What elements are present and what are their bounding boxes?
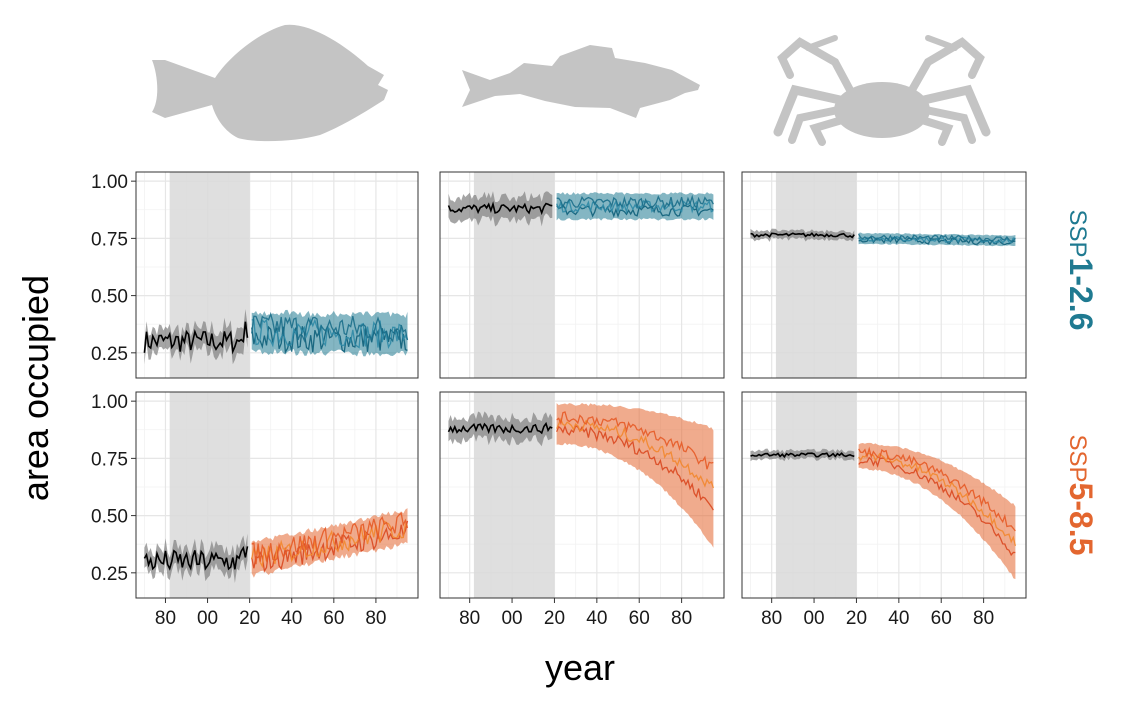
y-tick-label: 1.00 [91, 172, 128, 193]
y-tick-label: 0.50 [91, 287, 128, 308]
y-axis-title: area occupied [15, 275, 56, 501]
crab-icon [773, 35, 991, 146]
x-tick-label: 60 [931, 608, 952, 629]
projection-line-2 [556, 417, 715, 489]
panel-1-3 [741, 171, 1027, 379]
y-tick-label: 0.75 [91, 229, 128, 250]
projection-line-3 [556, 194, 714, 210]
historical-line [143, 321, 249, 355]
reference-period [775, 392, 857, 598]
projection-line-3 [858, 446, 1016, 532]
historical-line [750, 232, 855, 239]
x-tick-label: 80 [459, 608, 480, 629]
y-tick-label: 0.25 [91, 564, 128, 585]
historical-line [143, 545, 249, 571]
projection-line-2 [858, 452, 1017, 547]
x-tick-label: 20 [846, 608, 867, 629]
y-tick-label: 0.75 [91, 449, 128, 470]
row-label-ssp585-prefix: SSP [1064, 435, 1091, 483]
x-tick-label: 00 [501, 608, 522, 629]
panel-2-3 [741, 391, 1027, 599]
x-tick-label: 80 [671, 608, 692, 629]
projection-band [556, 403, 714, 548]
y-tick-label: 0.25 [91, 344, 128, 365]
svg-text:SSP1-2.6: SSP1-2.6 [1063, 210, 1099, 331]
x-tick-label: 80 [761, 608, 782, 629]
row-label-ssp585-value: 5-8.5 [1063, 483, 1099, 556]
projection-line-2 [858, 235, 1016, 244]
panel-border [135, 171, 419, 379]
row-label-ssp126: SSP1-2.6 [1063, 210, 1099, 331]
reference-period [775, 172, 857, 378]
projection-line-3 [556, 411, 714, 470]
cod-icon [462, 45, 700, 118]
projection-line-3 [858, 233, 1016, 243]
x-tick-label: 60 [629, 608, 650, 629]
projection-line-2 [251, 520, 408, 569]
panel-border [741, 171, 1027, 379]
panel-border [135, 391, 419, 599]
projection-line-3 [251, 512, 409, 565]
x-tick-label: 20 [239, 608, 260, 629]
historical-band [750, 228, 855, 242]
historical-line [750, 452, 855, 459]
panel-border [439, 391, 725, 599]
y-tick-label: 1.00 [91, 392, 128, 413]
panel-2-1 [135, 391, 419, 599]
panel-border [741, 391, 1027, 599]
row-label-ssp126-prefix: SSP [1064, 210, 1091, 258]
x-tick-label: 40 [888, 608, 909, 629]
x-tick-label: 20 [544, 608, 565, 629]
x-axis-title: year [545, 647, 615, 688]
x-tick-label: 80 [973, 608, 994, 629]
x-tick-label: 40 [281, 608, 302, 629]
y-tick-label: 0.50 [91, 507, 128, 528]
x-tick-label: 60 [323, 608, 344, 629]
panel-2-2 [439, 391, 725, 599]
x-tick-label: 80 [155, 608, 176, 629]
historical-line [447, 201, 553, 216]
x-tick-label: 00 [197, 608, 218, 629]
panel-border [439, 171, 725, 379]
historical-band [144, 309, 248, 365]
row-label-ssp585: SSP5-8.5 [1063, 435, 1099, 556]
historical-line [447, 421, 553, 435]
x-tick-label: 00 [803, 608, 824, 629]
flatfish-icon [152, 24, 388, 142]
historical-band [750, 448, 855, 462]
projection-line-3 [251, 311, 409, 343]
projection-line-1 [556, 203, 714, 218]
historical-band [448, 411, 553, 447]
svg-text:SSP5-8.5: SSP5-8.5 [1063, 435, 1099, 556]
panel-1-2 [439, 171, 725, 379]
projection-line-2 [251, 318, 409, 349]
x-tick-label: 80 [365, 608, 386, 629]
projection-line-2 [556, 199, 714, 215]
x-tick-label: 40 [586, 608, 607, 629]
row-label-ssp126-value: 1-2.6 [1063, 258, 1099, 331]
panel-1-1 [135, 171, 419, 379]
